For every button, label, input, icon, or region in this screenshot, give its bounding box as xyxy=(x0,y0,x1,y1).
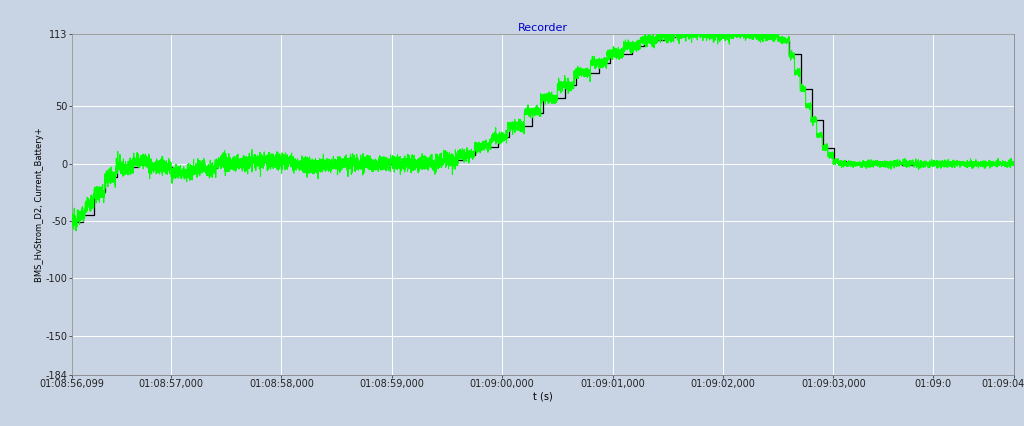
Title: Recorder: Recorder xyxy=(518,23,567,33)
Y-axis label: BMS_HvStrom_D2, Current_Battery+: BMS_HvStrom_D2, Current_Battery+ xyxy=(35,127,44,282)
X-axis label: t (s): t (s) xyxy=(532,392,553,402)
